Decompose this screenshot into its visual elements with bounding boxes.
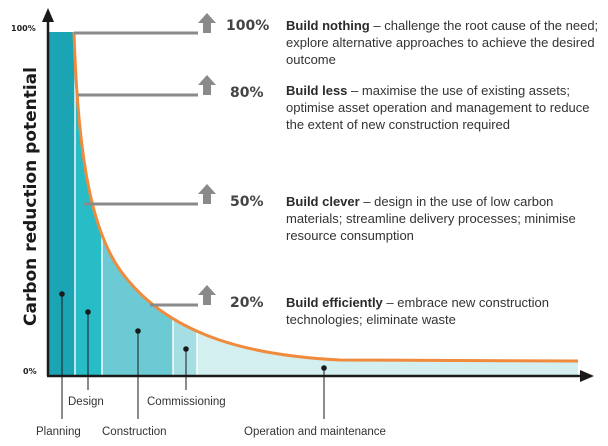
stage-label-design: Design [68, 396, 104, 408]
stage-label-construction: Construction [102, 426, 167, 438]
x-axis-arrow-icon [580, 370, 594, 382]
level-20-description: Build efficiently – embrace new construc… [286, 295, 550, 327]
level-80-description: Build less – maximise the use of existin… [286, 83, 590, 132]
level-100-title: Build nothing [286, 18, 370, 33]
stage-planning: Planning [36, 291, 81, 438]
up-arrow-icon [198, 285, 216, 305]
level-80-title: Build less [286, 83, 348, 98]
level-20-marker [150, 285, 216, 307]
stage-operation: Operation and maintenance [244, 365, 386, 438]
up-arrow-icon [198, 13, 216, 33]
y-tick-100: 100% [11, 24, 36, 33]
up-arrow-icon [198, 75, 216, 95]
level-50-description: Build clever – design in the use of low … [286, 194, 576, 243]
level-20-title: Build efficiently [286, 295, 383, 310]
y-axis-arrow-icon [42, 8, 54, 22]
level-20-percent: 20% [230, 295, 264, 311]
x-axis [47, 370, 594, 382]
level-100-text: challenge the root cause of the need; ex… [286, 18, 599, 67]
level-20-text: embrace new construction technologies; e… [286, 295, 550, 327]
level-100-marker [74, 13, 216, 35]
stage-design: Design [68, 309, 104, 408]
level-100-percent: 100% [226, 18, 269, 34]
level-80-text: maximise the use of existing assets; opt… [286, 83, 590, 132]
y-axis-label: Carbon reduction potential [21, 67, 41, 326]
stage-label-operation: Operation and maintenance [244, 426, 386, 438]
level-50-percent: 50% [230, 194, 264, 210]
level-50-title: Build clever [286, 194, 360, 209]
y-axis [42, 8, 54, 376]
y-tick-0: 0% [23, 367, 37, 376]
band-construction [102, 32, 173, 375]
stage-construction: Construction [102, 328, 167, 438]
level-100-description: Build nothing – challenge the root cause… [286, 18, 599, 67]
level-80-percent: 80% [230, 85, 264, 101]
reduction-curve [72, 31, 579, 363]
stage-label-commissioning: Commissioning [147, 396, 226, 408]
stage-commissioning: Commissioning [147, 346, 226, 408]
level-50-marker [84, 184, 216, 206]
stage-label-planning: Planning [36, 426, 81, 438]
up-arrow-icon [198, 184, 216, 204]
level-80-marker [78, 75, 216, 97]
level-50-text: design in the use of low carbon material… [286, 194, 576, 243]
